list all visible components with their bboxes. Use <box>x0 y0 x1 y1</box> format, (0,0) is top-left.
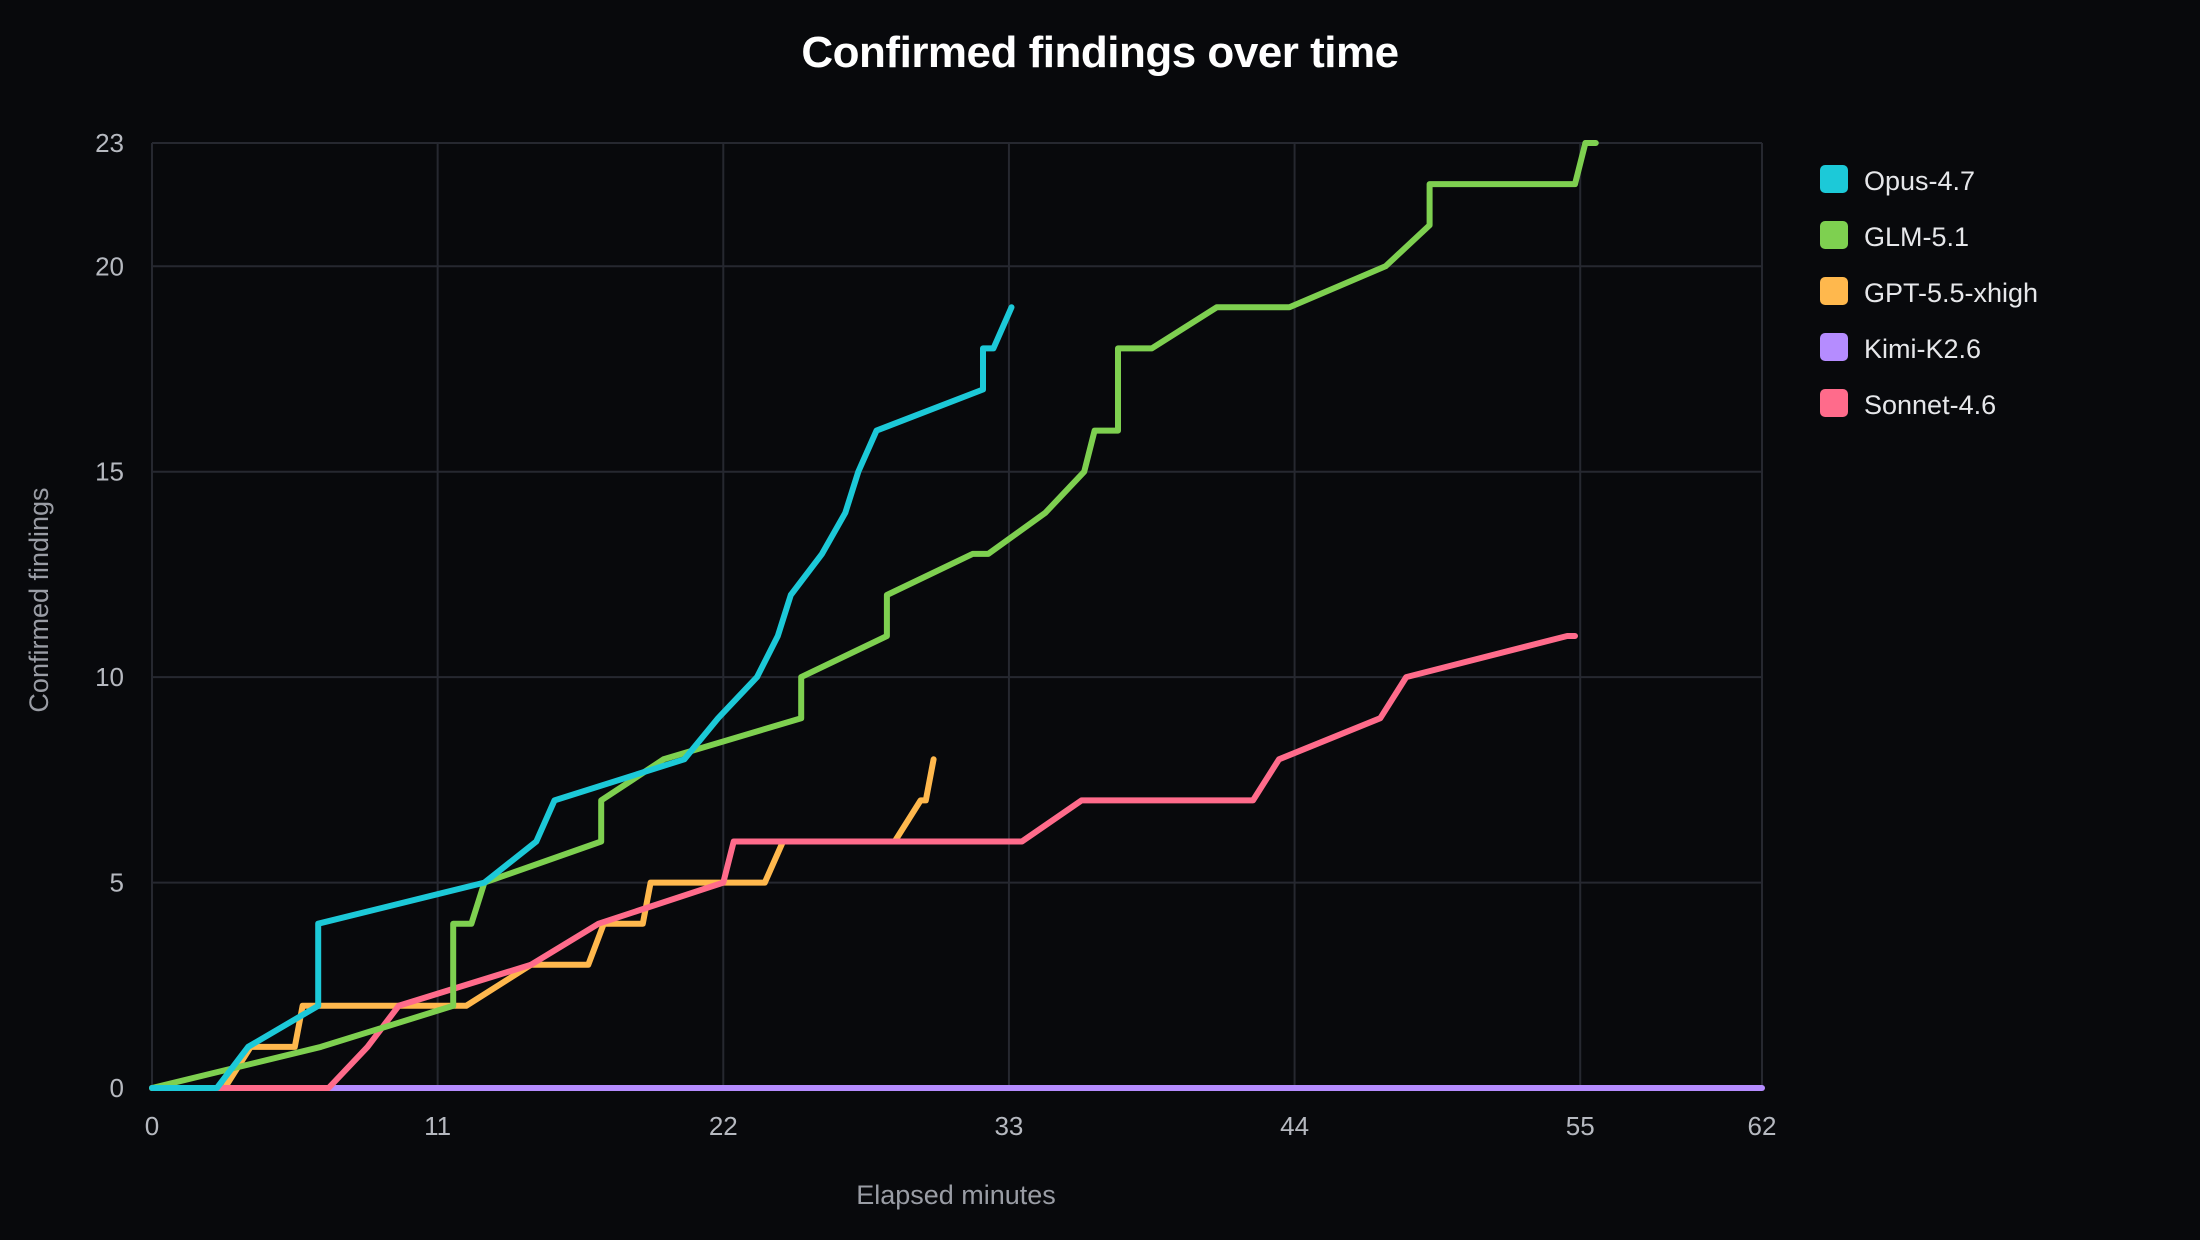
legend-swatch <box>1820 165 1848 193</box>
legend-swatch <box>1820 221 1848 249</box>
y-tick-label: 5 <box>110 868 124 898</box>
x-tick-label: 33 <box>994 1111 1023 1141</box>
series-line-opus-4-7 <box>149 304 1015 1091</box>
legend: Opus-4.7 GLM-5.1 GPT-5.5-xhigh Kimi-K2.6 Son… <box>1820 165 2038 420</box>
legend-label: Kimi-K2.6 <box>1864 334 1981 364</box>
series-line-gpt-5-5-xhigh <box>149 756 937 1091</box>
x-axis-label: Elapsed minutes <box>856 1180 1056 1210</box>
legend-label: GPT-5.5-xhigh <box>1864 278 2038 308</box>
legend-label: Opus-4.7 <box>1864 166 1975 196</box>
series-line-glm-5-1 <box>149 140 1599 1091</box>
series-lines <box>149 140 1765 1091</box>
x-axis-ticks: 0 11 22 33 44 55 62 <box>145 1111 1777 1141</box>
y-axis-ticks: 0 5 10 15 20 23 <box>95 128 124 1103</box>
legend-swatch <box>1820 333 1848 361</box>
legend-swatch <box>1820 389 1848 417</box>
y-tick-label: 23 <box>95 128 124 158</box>
legend-label: Sonnet-4.6 <box>1864 390 1996 420</box>
chart-title: Confirmed findings over time <box>801 28 1399 77</box>
x-tick-label: 22 <box>709 1111 738 1141</box>
series-line-sonnet-4-6 <box>149 633 1578 1091</box>
y-tick-label: 15 <box>95 457 124 487</box>
x-tick-label: 44 <box>1280 1111 1309 1141</box>
y-axis-label: Confirmed findings <box>24 487 54 712</box>
grid <box>151 142 1763 1089</box>
x-tick-label: 62 <box>1748 1111 1777 1141</box>
legend-label: GLM-5.1 <box>1864 222 1969 252</box>
x-tick-label: 0 <box>145 1111 159 1141</box>
y-tick-label: 20 <box>95 251 124 281</box>
legend-swatch <box>1820 277 1848 305</box>
x-tick-label: 55 <box>1566 1111 1595 1141</box>
y-tick-label: 10 <box>95 662 124 692</box>
y-tick-label: 0 <box>110 1073 124 1103</box>
x-tick-label: 11 <box>424 1111 451 1141</box>
